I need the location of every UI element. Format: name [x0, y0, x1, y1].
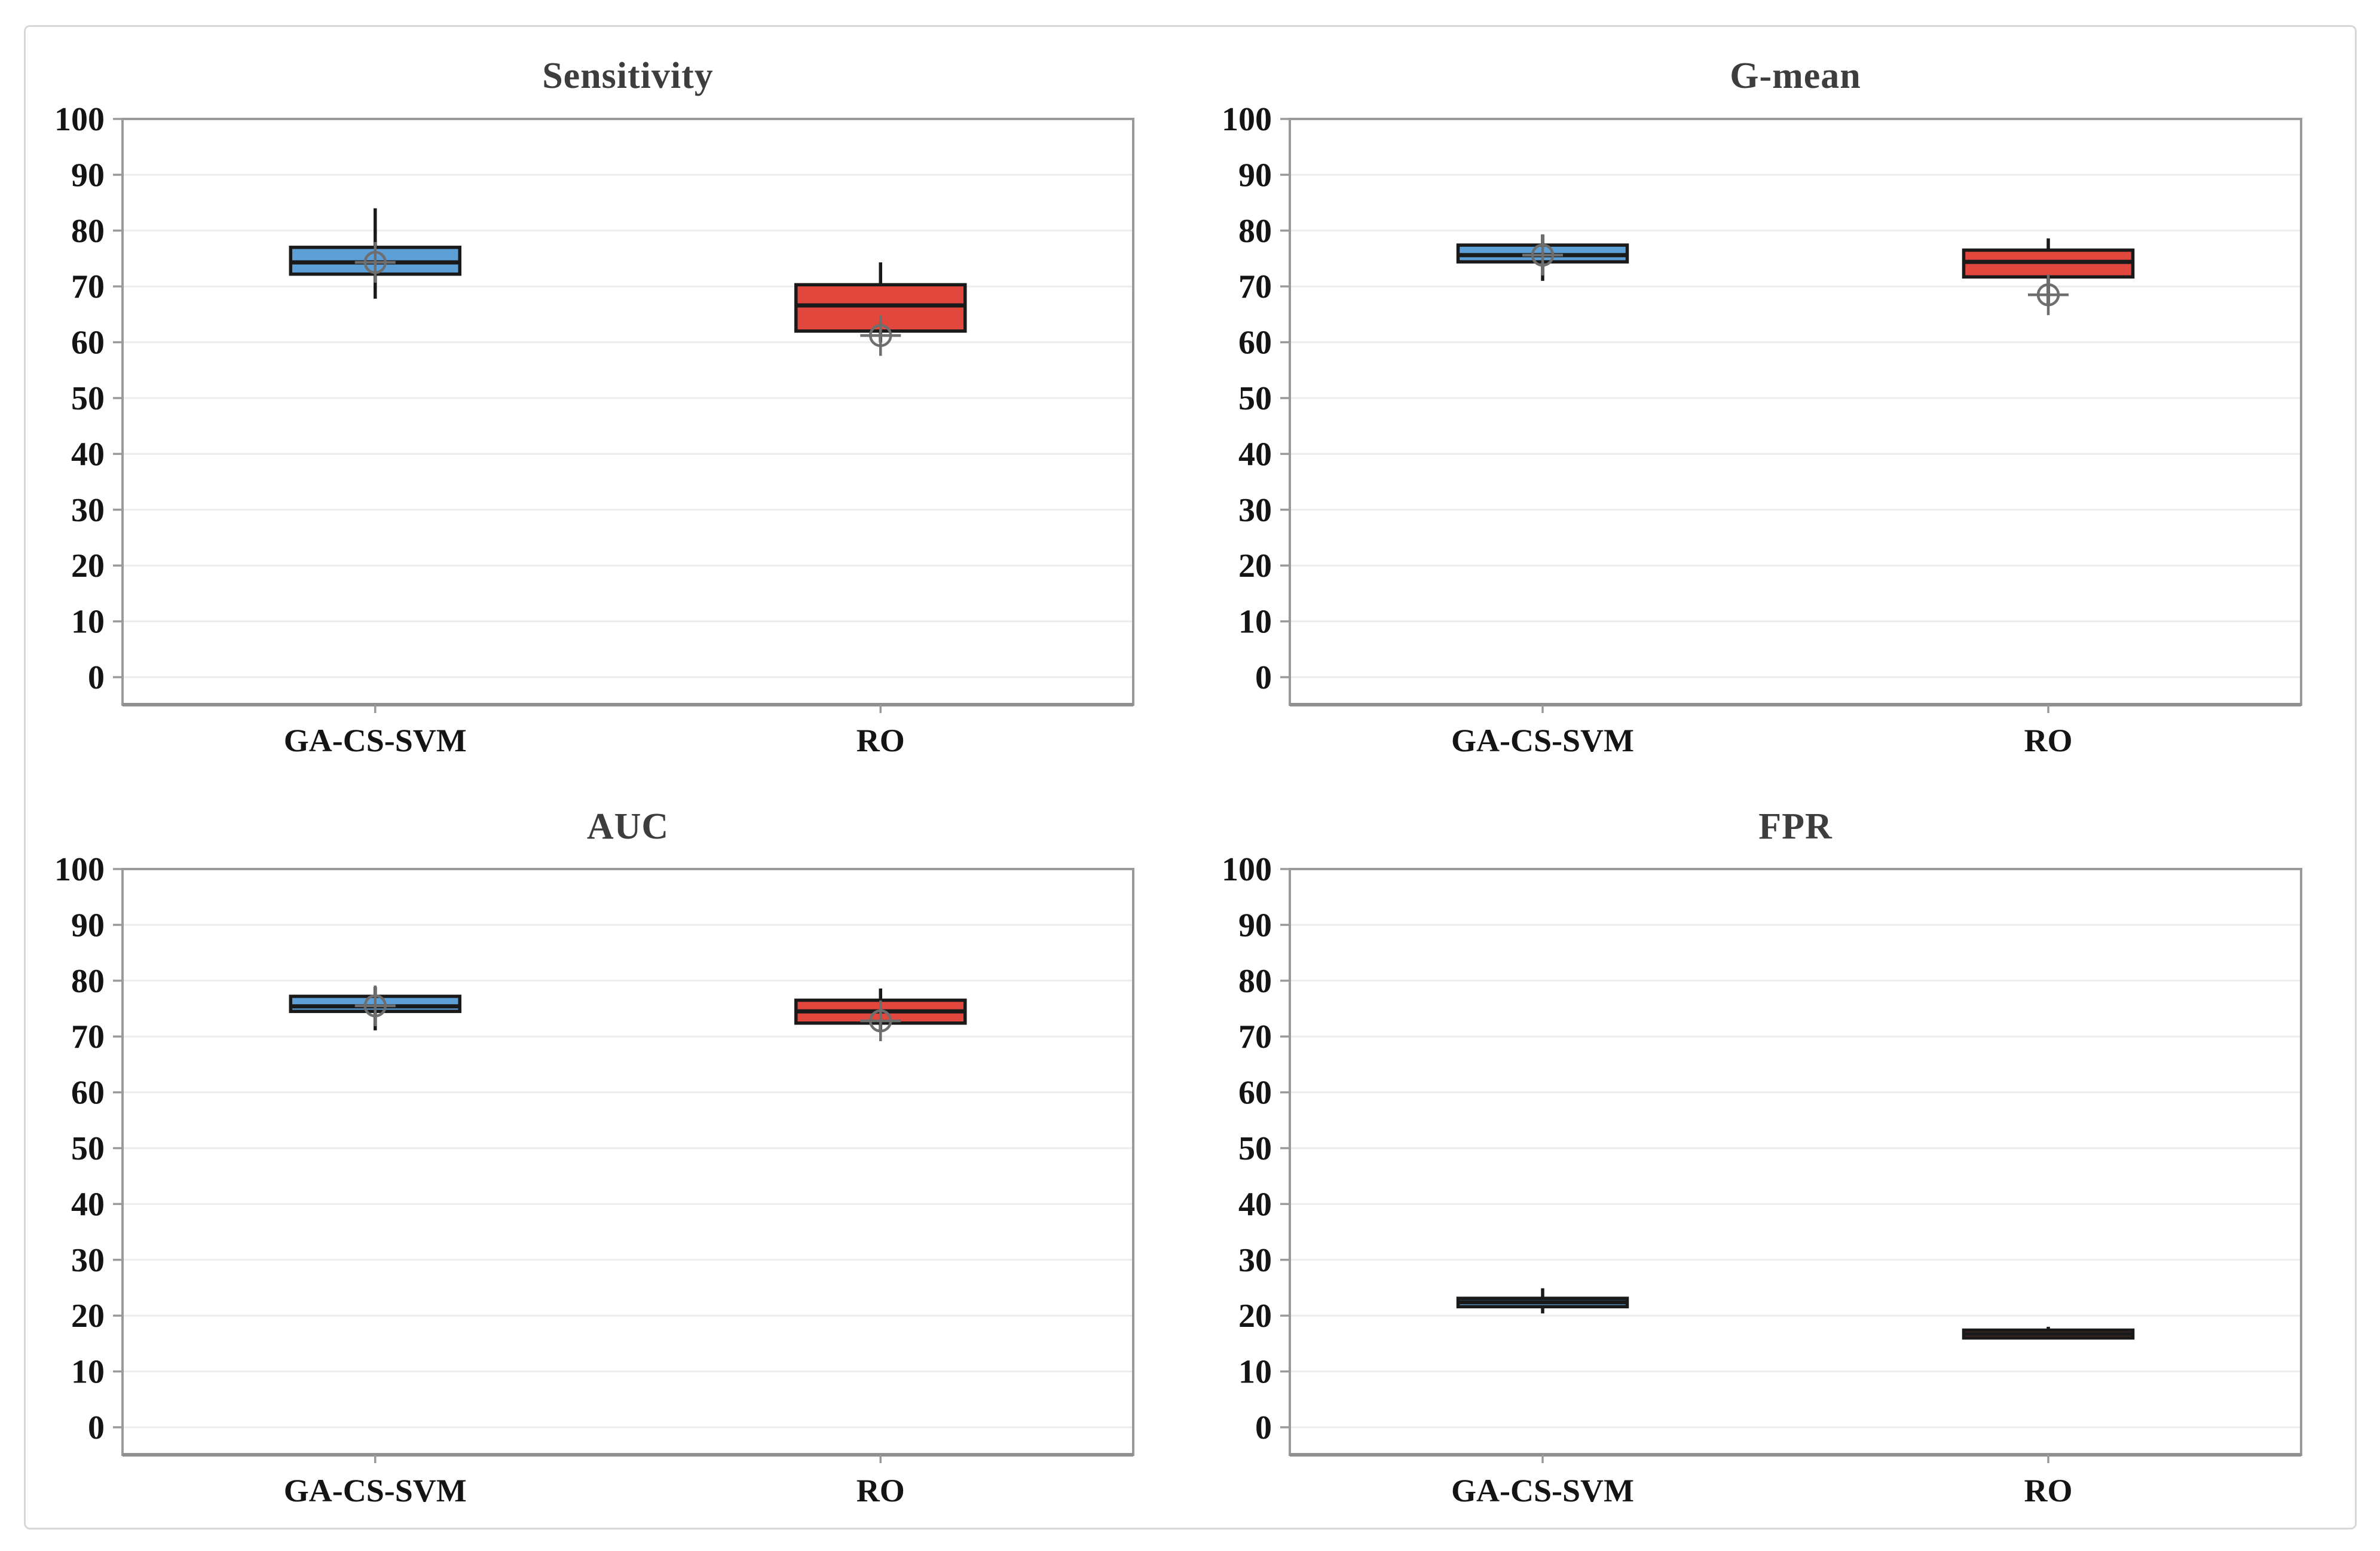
y-tick-label: 70	[71, 268, 105, 305]
mean-marker-ga-cs-svm	[354, 985, 396, 1026]
y-tick-label: 0	[1255, 659, 1272, 696]
chart-title-auc: AUC	[586, 806, 669, 847]
x-category-label-ro: RO	[2024, 1473, 2073, 1509]
y-tick-label: 60	[71, 1075, 105, 1112]
y-tick-label: 90	[1238, 907, 1272, 944]
y-tick-label: 0	[1255, 1409, 1272, 1446]
y-tick-label: 70	[71, 1018, 105, 1056]
y-tick-label: 20	[71, 1298, 105, 1335]
y-tick-label: 100	[54, 851, 105, 888]
y-tick-label: 0	[88, 1409, 105, 1446]
y-tick-label: 10	[71, 1354, 105, 1391]
x-category-label-ga-cs-svm: GA-CS-SVM	[284, 1473, 467, 1509]
y-tick-label: 50	[71, 380, 105, 417]
mean-marker-ro	[860, 1001, 901, 1042]
y-tick-label: 80	[71, 213, 105, 250]
mean-marker-ro	[860, 315, 901, 356]
y-tick-label: 10	[1238, 1354, 1272, 1391]
y-tick-label: 60	[1238, 325, 1272, 362]
x-category-label-ga-cs-svm: GA-CS-SVM	[1451, 1473, 1634, 1509]
plot-border	[1289, 868, 2302, 1456]
x-category-label-ro: RO	[856, 723, 905, 758]
y-tick-label: 30	[71, 492, 105, 529]
y-tick-label: 20	[1238, 1298, 1272, 1335]
y-tick-label: 100	[1222, 101, 1272, 138]
y-tick-label: 0	[88, 659, 105, 696]
x-category-label-ro: RO	[856, 1473, 905, 1509]
plot-border	[121, 118, 1134, 706]
y-tick-label: 90	[71, 907, 105, 944]
x-category-label-ro: RO	[2024, 723, 2073, 758]
y-tick-label: 60	[1238, 1075, 1272, 1112]
y-tick-label: 80	[71, 963, 105, 1000]
y-tick-label: 80	[1238, 963, 1272, 1000]
mean-marker-ga-cs-svm	[354, 242, 396, 283]
y-tick-label: 30	[71, 1242, 105, 1279]
chart-g-mean: 0 10 20 30 40 50 60 70 80 90 100 GA-CS-SVM RO	[1222, 101, 2302, 758]
y-tick-label: 50	[71, 1130, 105, 1167]
y-tick-label: 40	[1238, 436, 1272, 473]
y-tick-label: 90	[1238, 157, 1272, 194]
y-tick-label: 50	[1238, 1130, 1272, 1167]
y-tick-label: 60	[71, 325, 105, 362]
y-tick-label: 20	[71, 547, 105, 585]
chart-title-g-mean: G-mean	[1730, 56, 1861, 96]
chart-title-fpr: FPR	[1758, 806, 1833, 847]
y-tick-label: 70	[1238, 268, 1272, 305]
y-tick-label: 30	[1238, 492, 1272, 529]
plot-border	[121, 868, 1134, 1456]
x-category-label-ga-cs-svm: GA-CS-SVM	[1451, 723, 1634, 758]
y-tick-label: 80	[1238, 213, 1272, 250]
y-tick-label: 10	[1238, 604, 1272, 641]
chart-title-sensitivity: Sensitivity	[542, 56, 714, 96]
chart-sensitivity: 0 10 20 30 40 50 60 70 80 90 100 GA-CS-SVM RO	[54, 101, 1134, 758]
mean-marker-ga-cs-svm	[1522, 234, 1563, 276]
y-tick-label: 20	[1238, 547, 1272, 585]
mean-marker-ro	[2028, 274, 2069, 316]
chart-fpr: 0 10 20 30 40 50 60 70 80 90 100 GA-CS-SVM RO	[1222, 851, 2302, 1509]
y-tick-label: 40	[1238, 1186, 1272, 1223]
y-tick-label: 40	[71, 1186, 105, 1223]
x-category-label-ga-cs-svm: GA-CS-SVM	[284, 723, 467, 758]
y-tick-label: 70	[1238, 1018, 1272, 1056]
y-tick-label: 30	[1238, 1242, 1272, 1279]
y-tick-label: 40	[71, 436, 105, 473]
plot-border	[1289, 118, 2302, 706]
y-tick-label: 50	[1238, 380, 1272, 417]
y-tick-label: 100	[1222, 851, 1272, 888]
y-tick-label: 90	[71, 157, 105, 194]
y-tick-label: 10	[71, 604, 105, 641]
y-tick-label: 100	[54, 101, 105, 138]
chart-auc: 0 10 20 30 40 50 60 70 80 90 100 GA-CS-SVM RO	[54, 851, 1134, 1509]
